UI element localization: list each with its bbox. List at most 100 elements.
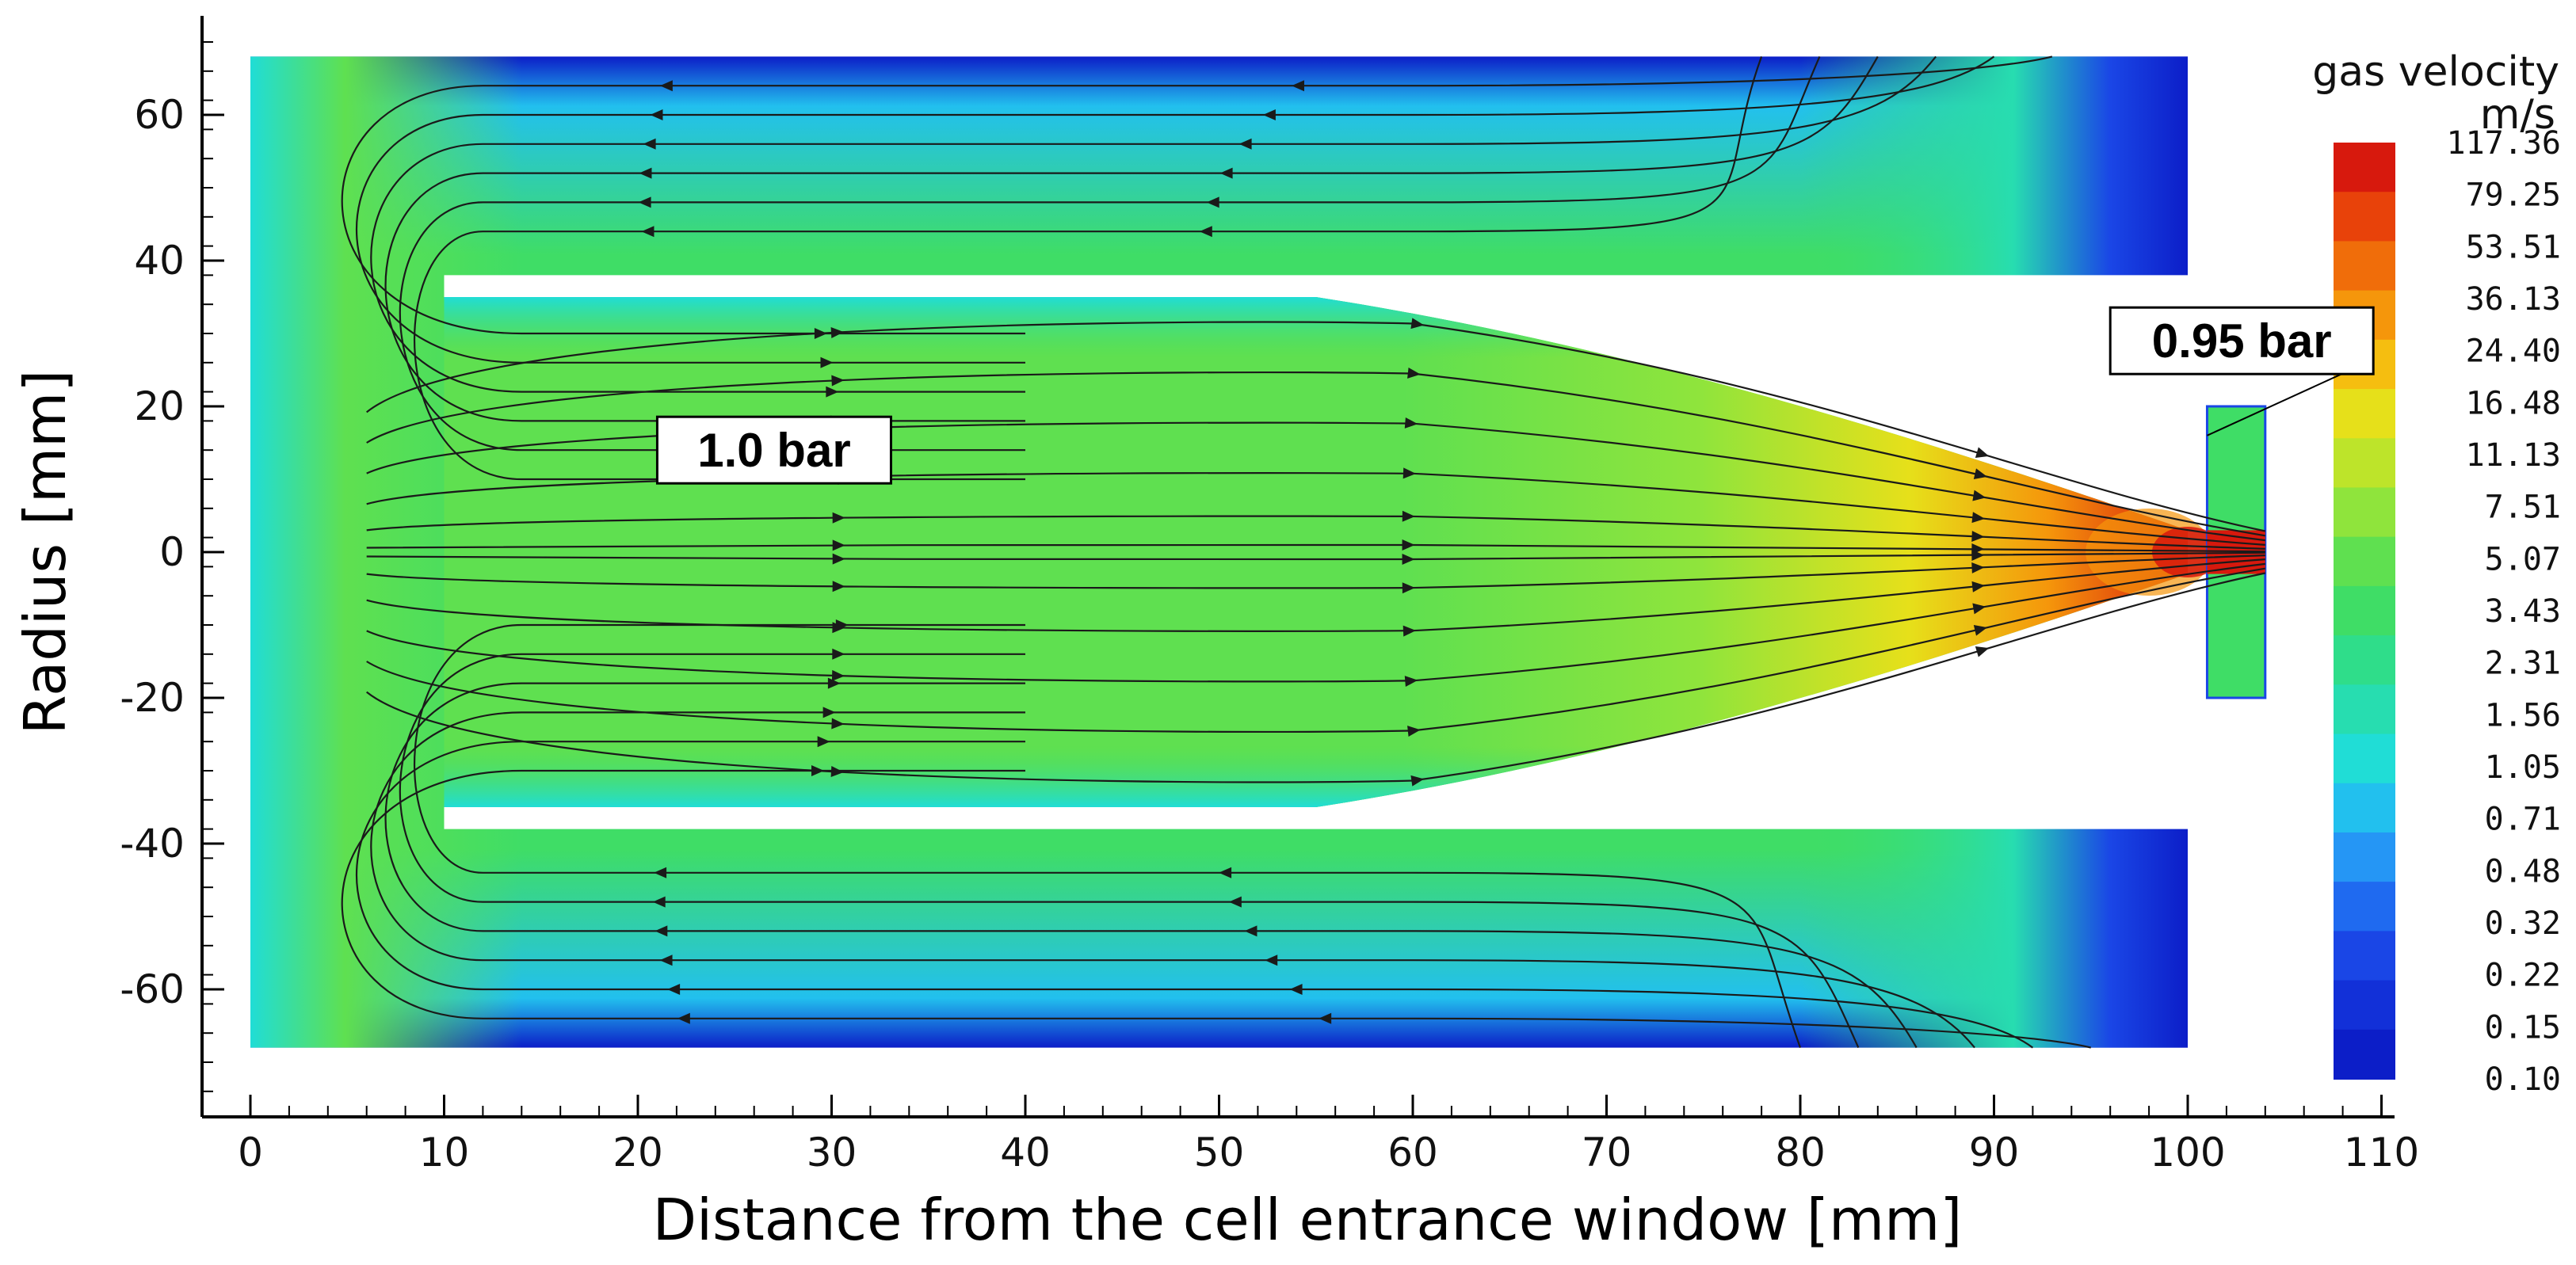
colorbar-level-label: 5.07 xyxy=(2485,541,2561,577)
colorbar-segment xyxy=(2334,832,2395,883)
lower-streamline xyxy=(384,682,1918,1049)
colorbar-level-label: 117.36 xyxy=(2447,125,2562,162)
streamline-arrow xyxy=(1228,896,1242,908)
streamline-arrow xyxy=(1972,490,1986,501)
core-streamline xyxy=(366,543,2265,553)
streamline-arrow xyxy=(654,867,667,878)
streamline-arrow xyxy=(1975,447,1990,458)
x-tick-label: 40 xyxy=(1000,1130,1051,1175)
upper-wall-region xyxy=(444,275,2227,531)
streamline-arrow xyxy=(659,954,673,966)
streamline-arrow xyxy=(817,736,830,748)
colorbar-segment xyxy=(2334,635,2395,686)
y-tick-label: 0 xyxy=(159,529,185,575)
core-streamline xyxy=(366,515,2265,550)
streamline-arrow xyxy=(1971,549,1985,561)
colorbar-level-label: 0.71 xyxy=(2485,802,2561,838)
streamline-arrow xyxy=(1973,624,1988,636)
streamlines xyxy=(341,55,2266,1049)
streamline-arrow xyxy=(831,718,845,730)
colorbar-segment xyxy=(2334,585,2395,637)
streamline-arrow xyxy=(1975,646,1990,657)
streamline-arrow xyxy=(1402,467,1416,479)
upper-right-stagnant xyxy=(1800,56,2188,290)
streamline-arrow xyxy=(1971,581,1986,592)
y-tick-label: 20 xyxy=(134,383,185,429)
colorbar-level-label: 7.51 xyxy=(2485,490,2561,526)
streamline-arrow xyxy=(1407,726,1421,737)
streamline-arrow xyxy=(826,386,839,398)
colorbar-segment xyxy=(2334,241,2395,291)
streamline-arrow xyxy=(1410,775,1425,787)
streamline-arrow xyxy=(832,553,845,565)
streamline-arrow xyxy=(1206,196,1219,208)
colorbar-level-label: 0.15 xyxy=(2485,1009,2561,1046)
colorbar-level-label: 0.32 xyxy=(2485,905,2561,942)
colorbar-segment xyxy=(2334,980,2395,1031)
streamline-arrow xyxy=(832,512,845,524)
streamline-arrow xyxy=(1971,562,1985,573)
velocity-field xyxy=(250,56,2267,1048)
x-tick-label: 30 xyxy=(807,1130,857,1175)
colorbar-segment xyxy=(2334,684,2395,735)
core-streamline xyxy=(366,472,2265,546)
streamline-arrow xyxy=(831,375,845,387)
streamline-arrow xyxy=(832,648,845,660)
streamline-arrow xyxy=(814,328,827,339)
streamline-arrow xyxy=(1402,510,1415,522)
upper-streamline xyxy=(414,56,1763,481)
colorbar-segment xyxy=(2334,487,2395,538)
streamline-arrow xyxy=(1219,867,1232,878)
lower-streamline xyxy=(414,623,1802,1048)
streamline-arrow xyxy=(652,896,666,908)
core-streamline xyxy=(366,371,2265,537)
y-tick-label: 40 xyxy=(134,238,185,284)
streamline-arrow xyxy=(1244,925,1257,937)
x-tick-label: 90 xyxy=(1969,1130,2020,1175)
x-tick-label: 20 xyxy=(613,1130,663,1175)
colorbar-segment xyxy=(2334,438,2395,489)
colorbar-level-label: 0.48 xyxy=(2485,853,2561,890)
colorbar-level-label: 1.05 xyxy=(2485,749,2561,786)
streamline-arrow xyxy=(1410,318,1425,330)
axes: 0 10 20 30 40 50 60 70 80 90 100 110 60 40 20 0 -20 -40 -6… xyxy=(120,16,2419,1175)
x-tick-label: 100 xyxy=(2150,1130,2225,1175)
core-streamline xyxy=(366,551,2265,561)
streamline-arrow xyxy=(1265,954,1278,966)
streamline-arrow xyxy=(835,619,849,631)
colorbar-segment xyxy=(2334,733,2395,784)
colorbar-segment xyxy=(2334,143,2395,193)
core-streamline xyxy=(366,572,2266,783)
colorbar-segment xyxy=(2334,783,2395,833)
x-tick-label: 0 xyxy=(238,1130,263,1175)
core-streamline xyxy=(366,558,2265,632)
streamline-arrow xyxy=(1972,603,1986,615)
colorbar-level-label: 0.10 xyxy=(2485,1061,2561,1098)
streamline-arrow xyxy=(827,677,841,689)
streamline-arrow xyxy=(1219,167,1233,179)
colorbar-level-label: 79.25 xyxy=(2466,177,2561,214)
streamline-arrow xyxy=(667,984,681,995)
x-tick-label: 70 xyxy=(1582,1130,1632,1175)
y-tick-label: 60 xyxy=(134,92,185,138)
colorbar-level-label: 24.40 xyxy=(2466,333,2561,370)
lower-streamline xyxy=(370,711,1975,1049)
streamline-arrow xyxy=(832,581,845,592)
streamline-arrow xyxy=(643,138,656,150)
streamline-arrow xyxy=(650,109,663,121)
colorbar-level-label: 36.13 xyxy=(2466,281,2561,318)
streamline-arrow xyxy=(1973,468,1988,480)
y-tick-label: -20 xyxy=(120,675,185,721)
core-streamline xyxy=(366,321,2266,532)
colorbar-segment xyxy=(2334,536,2395,587)
streamline-arrow xyxy=(1402,582,1415,594)
streamline-arrow xyxy=(1199,226,1212,238)
colorbar-level-label: 1.56 xyxy=(2485,697,2561,733)
upper-streamline xyxy=(341,55,2053,335)
upper-streamline xyxy=(370,55,1937,393)
streamline-arrow xyxy=(831,669,845,681)
colorbar-level-label: 53.51 xyxy=(2466,229,2561,265)
lower-wall-region xyxy=(444,573,2227,829)
core-streamline xyxy=(366,554,2265,589)
